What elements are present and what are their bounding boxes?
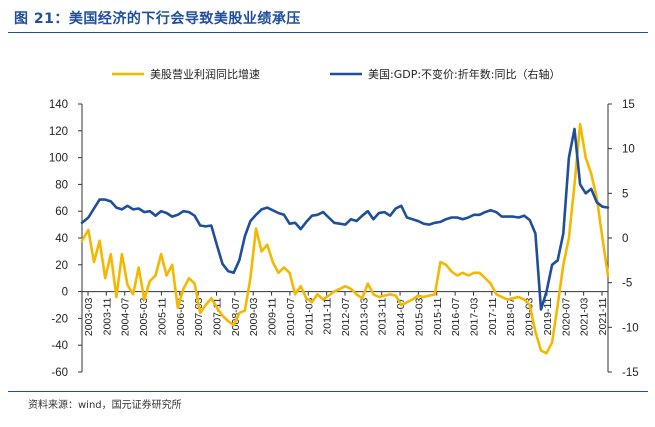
left-tick-label: -60: [51, 367, 68, 379]
series-line-profit-growth: [80, 122, 610, 355]
x-tick-label: 2009-11: [267, 297, 279, 335]
x-tick-label: 2009-03: [248, 297, 260, 336]
source-rule: [8, 391, 648, 392]
x-tick-label: 2015-11: [432, 297, 444, 335]
left-tick-label: -40: [51, 340, 68, 352]
legend-label-gdp: 美国:GDP:不变价:折年数:同比（右轴）: [368, 67, 560, 81]
right-tick-label: -10: [622, 322, 639, 334]
right-tick-label: -15: [622, 367, 639, 379]
x-tick-label: 2003-11: [101, 297, 113, 335]
x-tick-label: 2021-11: [597, 297, 609, 335]
x-tick-label: 2013-03: [358, 297, 370, 336]
x-tick-label: 2010-07: [285, 297, 297, 336]
x-tick-label: 2018-07: [505, 297, 517, 336]
right-tick-label: 5: [622, 188, 628, 200]
left-tick-label: 100: [49, 153, 68, 165]
series-layer: [80, 122, 610, 355]
left-tick-label: 60: [55, 206, 68, 218]
x-tick-label: 2014-07: [395, 297, 407, 336]
legend: 美股营业利润同比增速 美国:GDP:不变价:折年数:同比（右轴）: [112, 67, 560, 81]
x-tick-label: 2020-07: [560, 297, 572, 336]
left-tick-label: -20: [51, 313, 68, 325]
x-tick-label: 2012-07: [340, 297, 352, 336]
x-tick-label: 2019-03: [524, 297, 536, 336]
x-tick-label: 2021-03: [579, 297, 591, 336]
x-tick-label: 2007-03: [193, 297, 205, 336]
legend-label-profit: 美股营业利润同比增速: [150, 67, 260, 81]
x-tick-label: 2017-11: [487, 297, 499, 335]
x-tick-label: 2011-11: [322, 297, 334, 334]
right-tick-label: 10: [622, 144, 635, 156]
left-tick-label: 80: [55, 179, 68, 191]
left-tick-label: 20: [55, 260, 68, 272]
series-line-us-gdp: [80, 127, 610, 311]
x-tick-label: 2007-11: [212, 297, 224, 335]
x-tick-label: 2005-03: [138, 297, 150, 336]
right-tick-label: 0: [622, 233, 628, 245]
right-tick-label: 15: [622, 99, 635, 111]
source-note: 资料来源：wind，国元证券研究所: [28, 400, 182, 411]
x-tick-label: 2013-11: [377, 297, 389, 335]
x-tick-label: 2004-07: [120, 297, 132, 336]
x-tick-label: 2005-11: [156, 297, 168, 335]
chart-title: 图 21：美国经济的下行会导致美股业绩承压: [14, 11, 301, 27]
axes: 140 120 100 80 60 40 20 0 -20 -40 -60 15 10 5 0 -5 -10 -1…: [49, 99, 639, 379]
x-tick-label: 2003-03: [83, 297, 95, 336]
left-tick-label: 140: [49, 99, 68, 111]
x-tick-label: 2008-07: [230, 297, 242, 336]
chart: 美股营业利润同比增速 美国:GDP:不变价:折年数:同比（右轴） 140 120 10…: [49, 67, 639, 379]
right-tick-label: -5: [622, 278, 632, 290]
x-tick-label: 2019-11: [542, 297, 554, 335]
x-tick-label: 2016-07: [450, 297, 462, 336]
title-rule: [8, 32, 648, 33]
left-tick-label: 120: [49, 126, 68, 138]
x-tick-label: 2017-03: [469, 297, 481, 336]
left-tick-label: 40: [55, 233, 68, 245]
x-tick-label: 2011-03: [303, 297, 315, 335]
x-tick-label: 2015-03: [413, 297, 425, 336]
left-tick-label: 0: [62, 287, 68, 299]
